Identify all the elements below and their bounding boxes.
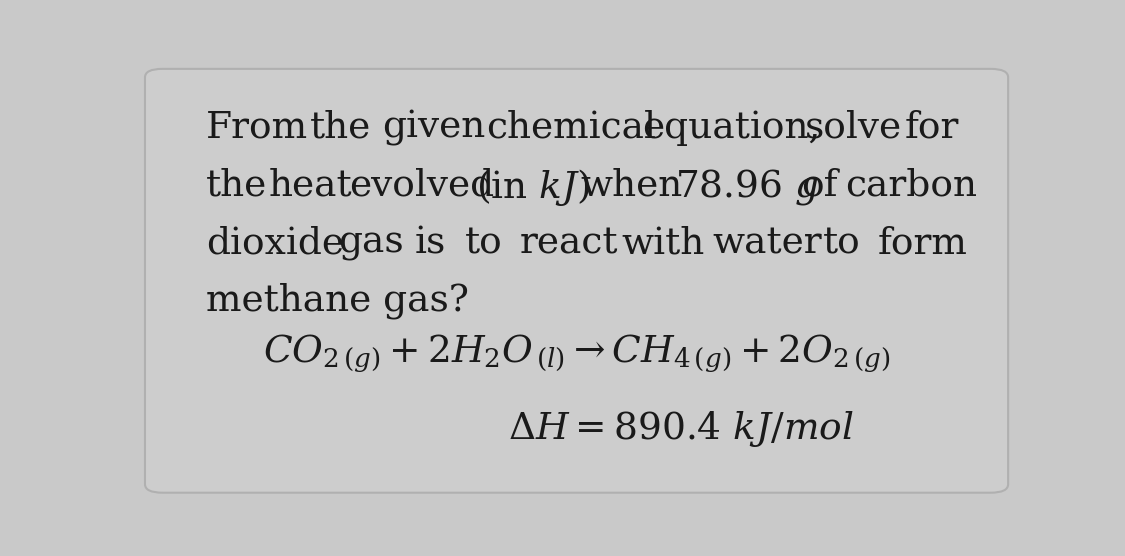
Text: From: From [206, 110, 308, 146]
Text: with: with [622, 225, 705, 261]
Text: dioxide: dioxide [206, 225, 344, 261]
Text: is: is [415, 225, 447, 261]
Text: gas: gas [339, 225, 404, 261]
FancyBboxPatch shape [145, 69, 1008, 493]
Text: methane gas?: methane gas? [206, 283, 469, 319]
Text: to: to [465, 225, 503, 261]
Text: when: when [580, 167, 683, 203]
Text: (in $kJ$): (in $kJ$) [477, 167, 591, 208]
Text: the: the [206, 167, 268, 203]
Text: react: react [520, 225, 619, 261]
Text: water: water [712, 225, 821, 261]
Text: $\mathit{CO}_{2\,(g)} + 2\mathit{H}_2\mathit{O}_{\,(l)} \rightarrow \mathit{CH}_: $\mathit{CO}_{2\,(g)} + 2\mathit{H}_2\ma… [263, 332, 890, 374]
Text: given: given [381, 110, 485, 146]
Text: form: form [878, 225, 968, 261]
Text: of: of [801, 167, 838, 203]
Text: equation,: equation, [642, 110, 821, 146]
Text: evolved: evolved [349, 167, 494, 203]
Text: heat: heat [269, 167, 352, 203]
Text: solve: solve [806, 110, 902, 146]
Text: carbon: carbon [845, 167, 976, 203]
Text: 78.96 $g$: 78.96 $g$ [675, 167, 818, 207]
Text: chemical: chemical [486, 110, 656, 146]
Text: the: the [309, 110, 371, 146]
Text: $\mathit{\Delta H} = 890.4\ \mathit{kJ/mol}$: $\mathit{\Delta H} = 890.4\ \mathit{kJ/m… [508, 409, 854, 449]
Text: for: for [904, 110, 960, 146]
Text: to: to [822, 225, 861, 261]
